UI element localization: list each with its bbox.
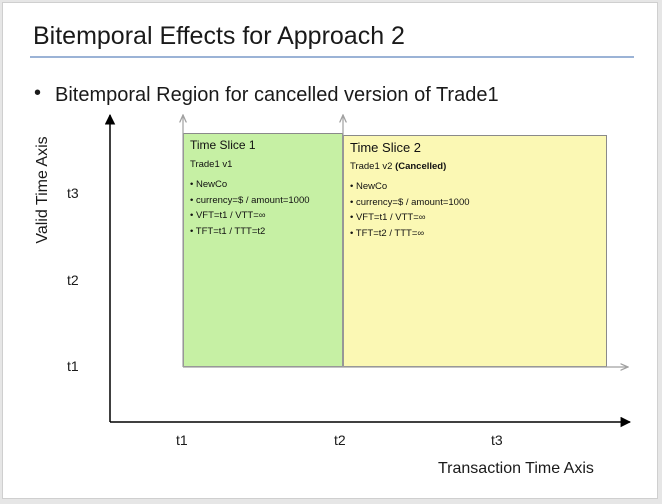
time-slice-1-title: Time Slice 1 <box>190 138 256 152</box>
y-tick-t3: t3 <box>67 185 79 201</box>
list-item: • VFT=t1 / VTT=∞ <box>350 212 426 223</box>
y-axis-label: Valid Time Axis <box>34 136 51 244</box>
list-item: • VFT=t1 / VTT=∞ <box>190 210 266 221</box>
bullet-marker: • <box>34 82 42 104</box>
x-tick-t3: t3 <box>491 432 503 448</box>
time-slice-2-attributes: • NewCo • currency=$ / amount=1000 • VFT… <box>350 179 470 241</box>
time-slice-2-subtitle: Trade1 v2 (Cancelled) <box>350 161 446 172</box>
list-item: • TFT=t2 / TTT=∞ <box>350 227 425 239</box>
bullet-text: Bitemporal Region for cancelled version … <box>55 84 499 106</box>
slide-title: Bitemporal Effects for Approach 2 <box>33 22 405 50</box>
time-slice-1-attributes: • NewCo • currency=$ / amount=1000 • VFT… <box>190 177 310 239</box>
time-slice-1-subtitle: Trade1 v1 <box>190 159 232 170</box>
list-item: • TFT=t1 / TTT=t2 <box>190 225 266 237</box>
time-slice-2-version: Trade1 v2 <box>350 161 396 172</box>
time-slice-2-status: (Cancelled) <box>395 161 447 172</box>
time-slice-2-title: Time Slice 2 <box>350 140 422 155</box>
y-tick-t2: t2 <box>67 272 79 288</box>
title-underline <box>30 56 634 58</box>
x-tick-t1: t1 <box>176 432 188 448</box>
list-item: • NewCo <box>190 179 228 190</box>
list-item: • currency=$ / amount=1000 <box>350 196 470 208</box>
x-tick-t2: t2 <box>334 432 346 448</box>
time-slice-2: Time Slice 2 Trade1 v2 (Cancelled) • New… <box>343 135 607 367</box>
time-slice-1-version: Trade1 v1 <box>190 159 233 170</box>
list-item: • NewCo <box>350 181 388 192</box>
y-tick-t1: t1 <box>67 358 79 374</box>
list-item: • currency=$ / amount=1000 <box>190 194 310 206</box>
x-axis-label: Transaction Time Axis <box>438 460 594 477</box>
